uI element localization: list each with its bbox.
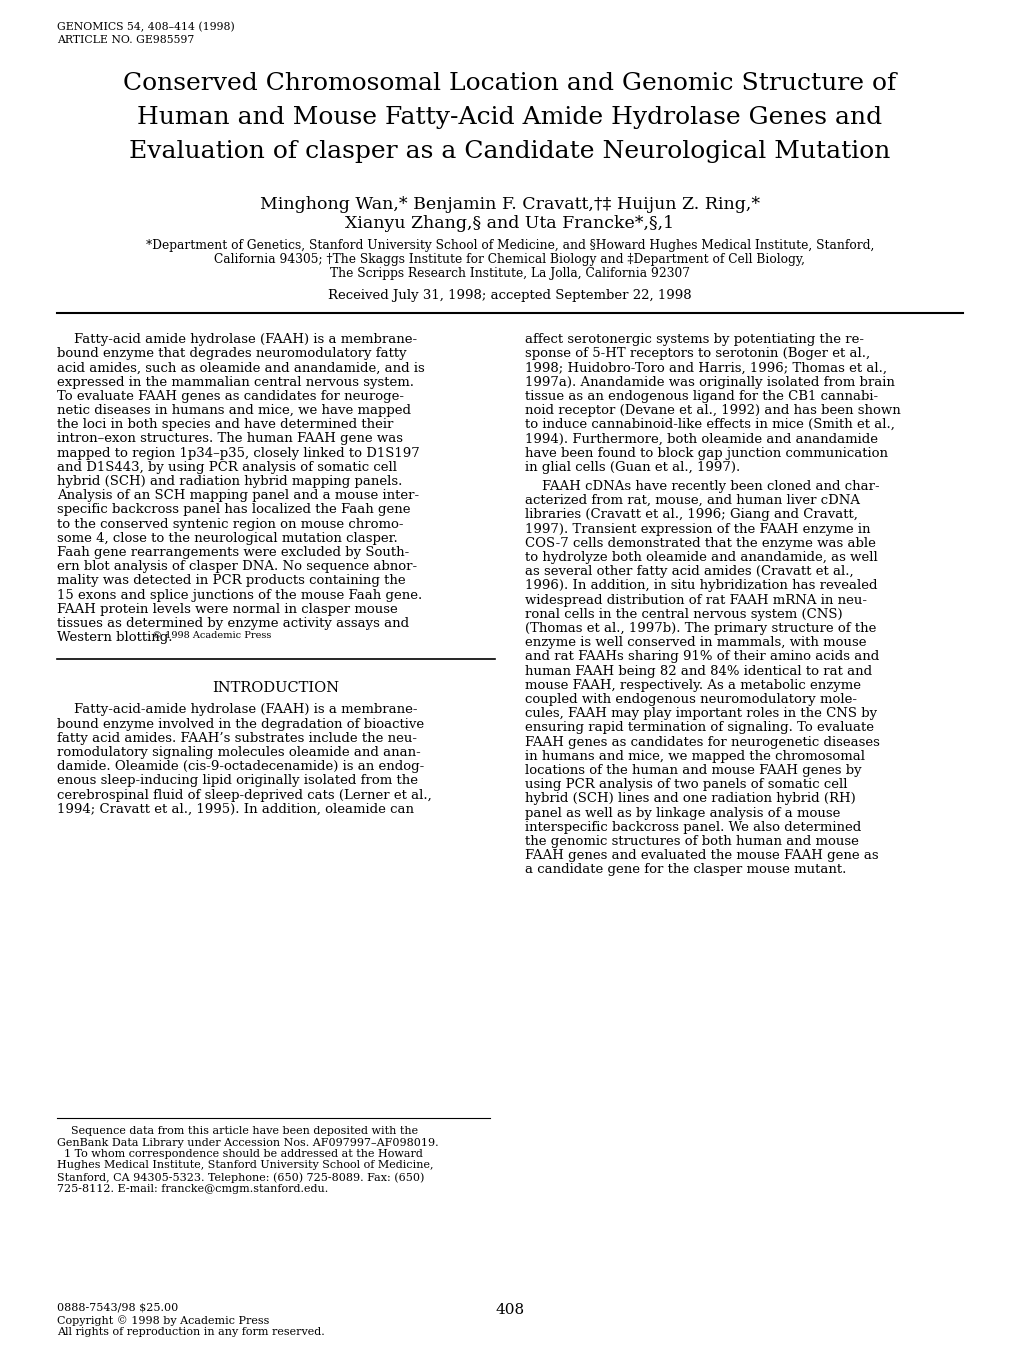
Text: 1997). Transient expression of the FAAH enzyme in: 1997). Transient expression of the FAAH … xyxy=(525,523,869,535)
Text: To evaluate FAAH genes as candidates for neuroge-: To evaluate FAAH genes as candidates for… xyxy=(57,390,404,402)
Text: Xianyu Zhang,§ and Uta Francke*,§,1: Xianyu Zhang,§ and Uta Francke*,§,1 xyxy=(345,215,674,232)
Text: 1998; Huidobro-Toro and Harris, 1996; Thomas et al.,: 1998; Huidobro-Toro and Harris, 1996; Th… xyxy=(525,362,887,374)
Text: 1996). In addition, in situ hybridization has revealed: 1996). In addition, in situ hybridizatio… xyxy=(525,580,876,592)
Text: FAAH genes and evaluated the mouse FAAH gene as: FAAH genes and evaluated the mouse FAAH … xyxy=(525,850,877,862)
Text: to induce cannabinoid-like effects in mice (Smith et al.,: to induce cannabinoid-like effects in mi… xyxy=(525,419,894,431)
Text: Copyright © 1998 by Academic Press: Copyright © 1998 by Academic Press xyxy=(57,1314,269,1325)
Text: Minghong Wan,* Benjamin F. Cravatt,†‡ Huijun Z. Ring,*: Minghong Wan,* Benjamin F. Cravatt,†‡ Hu… xyxy=(260,196,759,213)
Text: GENOMICS 54, 408–414 (1998): GENOMICS 54, 408–414 (1998) xyxy=(57,22,234,33)
Text: COS-7 cells demonstrated that the enzyme was able: COS-7 cells demonstrated that the enzyme… xyxy=(525,537,875,550)
Text: ARTICLE NO. GE985597: ARTICLE NO. GE985597 xyxy=(57,35,194,45)
Text: Western blotting.: Western blotting. xyxy=(57,631,172,644)
Text: FAAH cDNAs have recently been cloned and char-: FAAH cDNAs have recently been cloned and… xyxy=(525,480,878,493)
Text: enzyme is well conserved in mammals, with mouse: enzyme is well conserved in mammals, wit… xyxy=(525,637,866,649)
Text: acterized from rat, mouse, and human liver cDNA: acterized from rat, mouse, and human liv… xyxy=(525,495,859,507)
Text: 725-8112. E-mail: francke@cmgm.stanford.edu.: 725-8112. E-mail: francke@cmgm.stanford.… xyxy=(57,1183,328,1194)
Text: panel as well as by linkage analysis of a mouse: panel as well as by linkage analysis of … xyxy=(525,806,840,820)
Text: as several other fatty acid amides (Cravatt et al.,: as several other fatty acid amides (Crav… xyxy=(525,565,853,579)
Text: The Scripps Research Institute, La Jolla, California 92307: The Scripps Research Institute, La Jolla… xyxy=(330,267,689,280)
Text: coupled with endogenous neuromodulatory mole-: coupled with endogenous neuromodulatory … xyxy=(525,692,856,706)
Text: romodulatory signaling molecules oleamide and anan-: romodulatory signaling molecules oleamid… xyxy=(57,747,421,759)
Text: *Department of Genetics, Stanford University School of Medicine, and §Howard Hug: *Department of Genetics, Stanford Univer… xyxy=(146,238,873,252)
Text: sponse of 5-HT receptors to serotonin (Boger et al.,: sponse of 5-HT receptors to serotonin (B… xyxy=(525,347,869,360)
Text: 1997a). Anandamide was originally isolated from brain: 1997a). Anandamide was originally isolat… xyxy=(525,375,894,389)
Text: hybrid (SCH) lines and one radiation hybrid (RH): hybrid (SCH) lines and one radiation hyb… xyxy=(525,793,855,805)
Text: cerebrospinal fluid of sleep-deprived cats (Lerner et al.,: cerebrospinal fluid of sleep-deprived ca… xyxy=(57,789,431,802)
Text: Conserved Chromosomal Location and Genomic Structure of: Conserved Chromosomal Location and Genom… xyxy=(123,72,896,95)
Text: a candidate gene for the clasper mouse mutant.: a candidate gene for the clasper mouse m… xyxy=(525,863,846,877)
Text: locations of the human and mouse FAAH genes by: locations of the human and mouse FAAH ge… xyxy=(525,764,861,776)
Text: mapped to region 1p34–p35, closely linked to D1S197: mapped to region 1p34–p35, closely linke… xyxy=(57,447,420,459)
Text: the genomic structures of both human and mouse: the genomic structures of both human and… xyxy=(525,835,858,848)
Text: Hughes Medical Institute, Stanford University School of Medicine,: Hughes Medical Institute, Stanford Unive… xyxy=(57,1160,433,1171)
Text: FAAH genes as candidates for neurogenetic diseases: FAAH genes as candidates for neurogeneti… xyxy=(525,736,879,748)
Text: © 1998 Academic Press: © 1998 Academic Press xyxy=(146,631,271,640)
Text: the loci in both species and have determined their: the loci in both species and have determ… xyxy=(57,419,393,431)
Text: Received July 31, 1998; accepted September 22, 1998: Received July 31, 1998; accepted Septemb… xyxy=(328,289,691,302)
Text: human FAAH being 82 and 84% identical to rat and: human FAAH being 82 and 84% identical to… xyxy=(525,664,871,678)
Text: Faah gene rearrangements were excluded by South-: Faah gene rearrangements were excluded b… xyxy=(57,546,409,560)
Text: FAAH protein levels were normal in clasper mouse: FAAH protein levels were normal in clasp… xyxy=(57,603,397,615)
Text: to hydrolyze both oleamide and anandamide, as well: to hydrolyze both oleamide and anandamid… xyxy=(525,551,877,564)
Text: widespread distribution of rat FAAH mRNA in neu-: widespread distribution of rat FAAH mRNA… xyxy=(525,593,866,607)
Text: ronal cells in the central nervous system (CNS): ronal cells in the central nervous syste… xyxy=(525,608,842,621)
Text: intron–exon structures. The human FAAH gene was: intron–exon structures. The human FAAH g… xyxy=(57,432,403,446)
Text: acid amides, such as oleamide and anandamide, and is: acid amides, such as oleamide and ananda… xyxy=(57,362,424,374)
Text: interspecific backcross panel. We also determined: interspecific backcross panel. We also d… xyxy=(525,821,860,833)
Text: damide. Oleamide (cis-9-octadecenamide) is an endog-: damide. Oleamide (cis-9-octadecenamide) … xyxy=(57,760,424,774)
Text: to the conserved syntenic region on mouse chromo-: to the conserved syntenic region on mous… xyxy=(57,518,404,531)
Text: specific backcross panel has localized the Faah gene: specific backcross panel has localized t… xyxy=(57,504,410,516)
Text: 1994). Furthermore, both oleamide and anandamide: 1994). Furthermore, both oleamide and an… xyxy=(525,432,877,446)
Text: libraries (Cravatt et al., 1996; Giang and Cravatt,: libraries (Cravatt et al., 1996; Giang a… xyxy=(525,508,857,522)
Text: ern blot analysis of clasper DNA. No sequence abnor-: ern blot analysis of clasper DNA. No seq… xyxy=(57,560,417,573)
Text: (Thomas et al., 1997b). The primary structure of the: (Thomas et al., 1997b). The primary stru… xyxy=(525,622,875,635)
Text: hybrid (SCH) and radiation hybrid mapping panels.: hybrid (SCH) and radiation hybrid mappin… xyxy=(57,476,401,488)
Text: affect serotonergic systems by potentiating the re-: affect serotonergic systems by potentiat… xyxy=(525,333,863,346)
Text: netic diseases in humans and mice, we have mapped: netic diseases in humans and mice, we ha… xyxy=(57,404,411,417)
Text: mality was detected in PCR products containing the: mality was detected in PCR products cont… xyxy=(57,575,406,588)
Text: have been found to block gap junction communication: have been found to block gap junction co… xyxy=(525,447,888,459)
Text: noid receptor (Devane et al., 1992) and has been shown: noid receptor (Devane et al., 1992) and … xyxy=(525,404,900,417)
Text: INTRODUCTION: INTRODUCTION xyxy=(212,682,339,695)
Text: some 4, close to the neurological mutation clasper.: some 4, close to the neurological mutati… xyxy=(57,531,397,545)
Text: 408: 408 xyxy=(495,1304,524,1317)
Text: Fatty-acid-amide hydrolase (FAAH) is a membrane-: Fatty-acid-amide hydrolase (FAAH) is a m… xyxy=(57,703,417,717)
Text: Analysis of an SCH mapping panel and a mouse inter-: Analysis of an SCH mapping panel and a m… xyxy=(57,489,419,503)
Text: fatty acid amides. FAAH’s substrates include the neu-: fatty acid amides. FAAH’s substrates inc… xyxy=(57,732,417,745)
Text: Fatty-acid amide hydrolase (FAAH) is a membrane-: Fatty-acid amide hydrolase (FAAH) is a m… xyxy=(57,333,417,346)
Text: mouse FAAH, respectively. As a metabolic enzyme: mouse FAAH, respectively. As a metabolic… xyxy=(525,679,860,692)
Text: 1 To whom correspondence should be addressed at the Howard: 1 To whom correspondence should be addre… xyxy=(57,1149,423,1159)
Text: bound enzyme that degrades neuromodulatory fatty: bound enzyme that degrades neuromodulato… xyxy=(57,347,407,360)
Text: Human and Mouse Fatty-Acid Amide Hydrolase Genes and: Human and Mouse Fatty-Acid Amide Hydrola… xyxy=(138,106,881,129)
Text: 1994; Cravatt et al., 1995). In addition, oleamide can: 1994; Cravatt et al., 1995). In addition… xyxy=(57,802,414,816)
Text: 15 exons and splice junctions of the mouse Faah gene.: 15 exons and splice junctions of the mou… xyxy=(57,588,422,602)
Text: in humans and mice, we mapped the chromosomal: in humans and mice, we mapped the chromo… xyxy=(525,749,864,763)
Text: Evaluation of clasper as a Candidate Neurological Mutation: Evaluation of clasper as a Candidate Neu… xyxy=(129,140,890,163)
Text: cules, FAAH may play important roles in the CNS by: cules, FAAH may play important roles in … xyxy=(525,707,876,721)
Text: All rights of reproduction in any form reserved.: All rights of reproduction in any form r… xyxy=(57,1327,324,1337)
Text: California 94305; †The Skaggs Institute for Chemical Biology and ‡Department of : California 94305; †The Skaggs Institute … xyxy=(214,253,805,266)
Text: tissues as determined by enzyme activity assays and: tissues as determined by enzyme activity… xyxy=(57,617,409,630)
Text: Sequence data from this article have been deposited with the: Sequence data from this article have bee… xyxy=(57,1126,418,1135)
Text: bound enzyme involved in the degradation of bioactive: bound enzyme involved in the degradation… xyxy=(57,718,424,730)
Text: Stanford, CA 94305-5323. Telephone: (650) 725-8089. Fax: (650): Stanford, CA 94305-5323. Telephone: (650… xyxy=(57,1172,424,1183)
Text: expressed in the mammalian central nervous system.: expressed in the mammalian central nervo… xyxy=(57,375,414,389)
Text: 0888-7543/98 $25.00: 0888-7543/98 $25.00 xyxy=(57,1304,178,1313)
Text: and D1S443, by using PCR analysis of somatic cell: and D1S443, by using PCR analysis of som… xyxy=(57,461,396,474)
Text: ensuring rapid termination of signaling. To evaluate: ensuring rapid termination of signaling.… xyxy=(525,721,873,734)
Text: and rat FAAHs sharing 91% of their amino acids and: and rat FAAHs sharing 91% of their amino… xyxy=(525,650,878,664)
Text: using PCR analysis of two panels of somatic cell: using PCR analysis of two panels of soma… xyxy=(525,778,847,791)
Text: enous sleep-inducing lipid originally isolated from the: enous sleep-inducing lipid originally is… xyxy=(57,775,418,787)
Text: GenBank Data Library under Accession Nos. AF097997–AF098019.: GenBank Data Library under Accession Nos… xyxy=(57,1137,438,1148)
Text: in glial cells (Guan et al., 1997).: in glial cells (Guan et al., 1997). xyxy=(525,461,740,474)
Text: tissue as an endogenous ligand for the CB1 cannabi-: tissue as an endogenous ligand for the C… xyxy=(525,390,877,402)
